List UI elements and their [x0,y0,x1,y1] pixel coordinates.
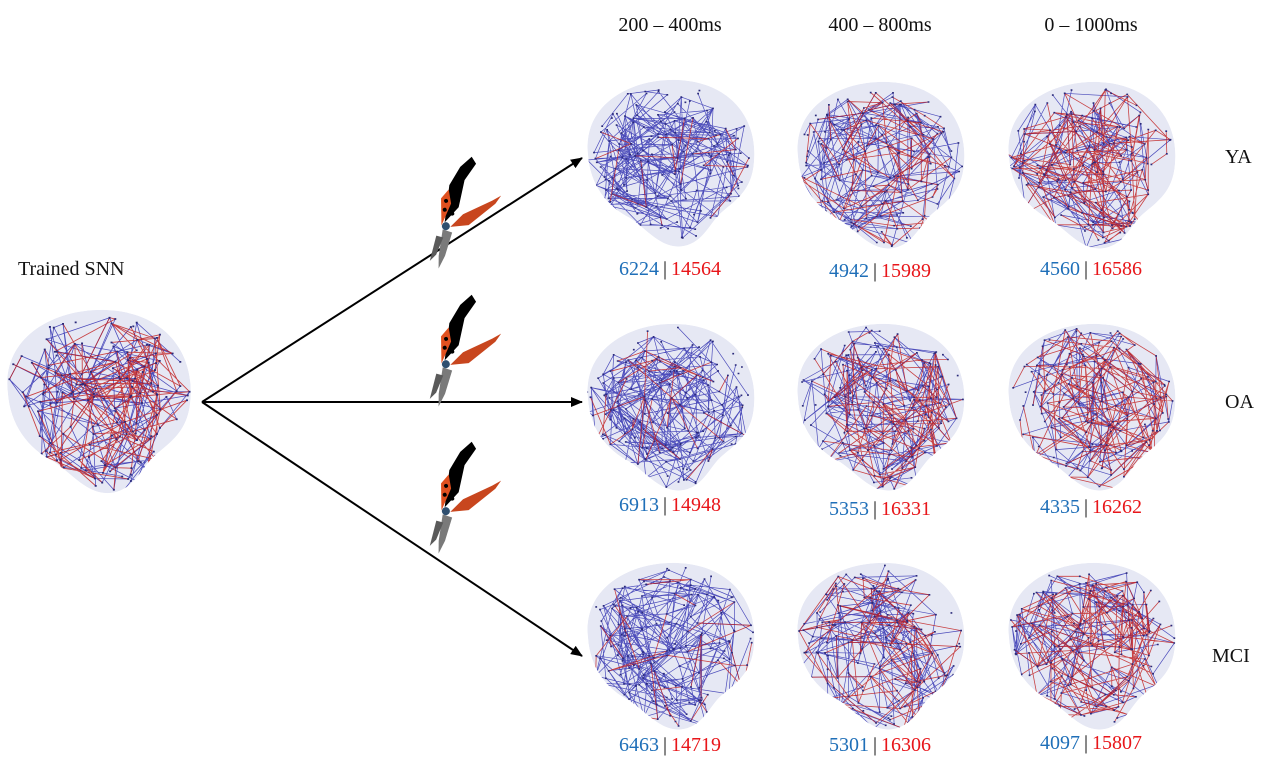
count-ya-200-400: 6224 | 14564 [619,258,721,281]
count-ya-0-1000: 4560 | 16586 [1040,258,1142,281]
count-blue: 6463 [618,734,659,756]
count-red: 16586 [1092,258,1143,280]
network-oa-400-800 [797,323,965,491]
count-blue: 4335 [1039,496,1080,518]
count-separator: | [662,258,668,280]
network-oa-200-400 [587,323,755,491]
network-mci-400-800 [797,562,965,730]
count-blue: 6224 [618,258,659,280]
count-separator: | [1083,258,1089,280]
count-blue: 4942 [828,260,869,282]
count-separator: | [872,260,878,282]
arrow-to-mci [201,401,583,657]
network-oa-0-1000 [1008,323,1176,491]
count-red: 14719 [671,734,722,756]
arrow-to-ya [201,157,583,403]
count-blue: 4097 [1039,732,1080,754]
count-red: 14564 [671,258,722,280]
network-ya-0-1000 [1008,81,1176,249]
count-oa-0-1000: 4335 | 16262 [1040,496,1142,519]
count-blue: 5301 [828,734,869,756]
count-blue: 5353 [828,498,869,520]
column-header-1: 200 – 400ms [618,14,722,36]
count-red: 16262 [1092,496,1143,518]
count-separator: | [872,734,878,756]
count-separator: | [1083,732,1089,754]
count-blue: 6913 [618,494,659,516]
network-mci-200-400 [587,562,755,730]
count-red: 16331 [881,498,932,520]
count-separator: | [662,494,668,516]
count-mci-200-400: 6463 | 14719 [619,734,721,757]
count-mci-400-800: 5301 | 16306 [829,734,931,757]
count-separator: | [872,498,878,520]
network-ya-400-800 [797,81,965,249]
count-red: 14948 [671,494,722,516]
pruning-shears-icon [429,294,502,407]
network-mci-0-1000 [1008,562,1176,730]
row-label-mci: MCI [1212,645,1250,667]
count-red: 15989 [881,260,932,282]
count-separator: | [1083,496,1089,518]
network-trained-snn [7,309,191,494]
source-label: Trained SNN [18,258,125,280]
count-oa-400-800: 5353 | 16331 [829,498,931,521]
network-ya-200-400 [587,79,755,247]
count-separator: | [662,734,668,756]
row-label-oa: OA [1225,391,1254,413]
column-header-2: 400 – 800ms [828,14,932,36]
count-red: 15807 [1092,732,1143,754]
count-red: 16306 [881,734,932,756]
count-ya-400-800: 4942 | 15989 [829,260,931,283]
count-mci-0-1000: 4097 | 15807 [1040,732,1142,755]
count-oa-200-400: 6913 | 14948 [619,494,721,517]
pruning-shears-icon [429,156,502,269]
count-blue: 4560 [1039,258,1080,280]
column-header-3: 0 – 1000ms [1044,14,1138,36]
row-label-ya: YA [1225,146,1252,168]
pruning-shears-icon [429,441,502,554]
